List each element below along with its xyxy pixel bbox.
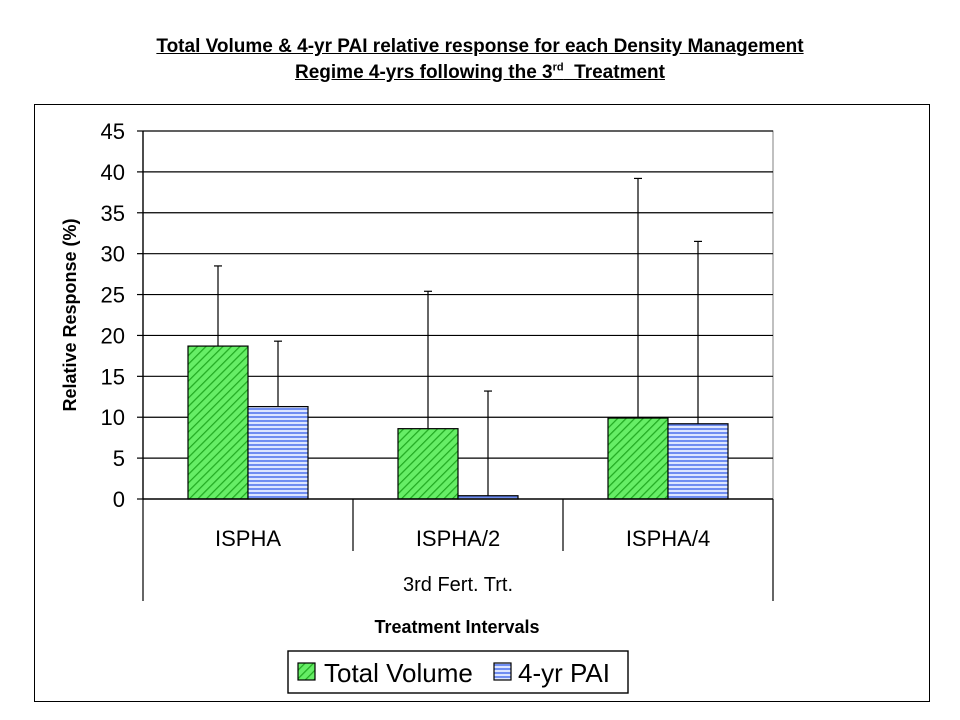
y-tick-label: 20 [101,323,125,348]
legend: Total Volume 4-yr PAI [287,650,629,694]
y-tick-label: 45 [101,119,125,144]
axes [137,130,774,601]
category-label: ISPHA [215,526,281,551]
y-axis-title: Relative Response (%) [60,218,80,411]
y-tick-label: 5 [113,446,125,471]
chart-title-line2-end: Treatment [563,62,665,83]
legend-swatch [297,662,316,681]
bar-4yr-pai [247,405,309,500]
y-tick-label: 15 [101,364,125,389]
y-tick-label: 10 [101,405,125,430]
axis-labels: 0 5 10 15 20 25 30 35 40 45 ISPHA ISPHA/2 ISPHA/4 3rd… [60,119,710,637]
chart-title-superscript: rd [552,61,564,74]
group-label: 3rd Fert. Trt. [403,574,513,596]
category-label: ISPHA/2 [416,526,500,551]
category-label: ISPHA/4 [626,526,710,551]
x-axis-title: Treatment Intervals [374,617,539,637]
bar-total-volume [397,428,459,500]
y-tick-label: 25 [101,283,125,308]
bars [187,345,729,500]
y-tick-label: 0 [113,487,125,512]
chart-frame [34,104,930,702]
chart-title-line1: Total Volume & 4-yr PAI relative respons… [156,36,804,57]
bar-total-volume [607,417,669,500]
error-bars [214,177,702,496]
bar-4yr-pai [667,423,729,500]
legend-label: Total Volume [324,658,473,688]
chart-title-line2-text: Regime 4-yrs following the 3 [295,62,553,83]
y-tick-label: 30 [101,242,125,267]
y-tick-label: 35 [101,201,125,226]
bar-total-volume [187,345,249,500]
legend-box [287,650,629,694]
legend-label: 4-yr PAI [518,658,610,688]
legend-swatch [493,662,512,681]
chart-title-line2: Regime 4-yrs following the 3rd Treatment [0,60,960,86]
y-tick-label: 40 [101,160,125,185]
